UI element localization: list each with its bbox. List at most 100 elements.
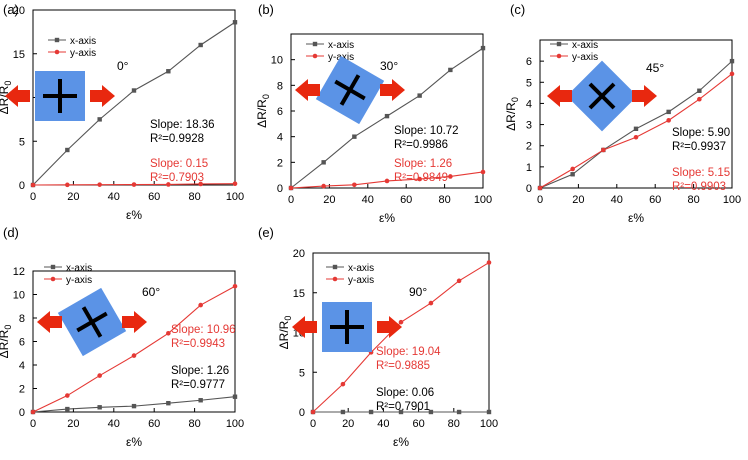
x-tick-label: 20	[67, 191, 79, 203]
data-point-y-axis	[30, 182, 36, 188]
x-tick-label: 40	[108, 191, 120, 203]
slope-annotation: Slope: 0.15	[150, 158, 208, 170]
data-point-x-axis	[321, 160, 326, 165]
y-tick-label: 2	[277, 157, 283, 169]
legend-label: y-axis	[572, 52, 598, 63]
x-tick-label: 80	[188, 191, 200, 203]
data-point-x-axis	[384, 113, 390, 119]
panel-e: (e)0 20 40 60 80 10005101520ε%ΔR/R0x-axisy-ax…	[258, 225, 498, 449]
data-point-y-axis	[65, 393, 70, 398]
y-tick-label: 3	[526, 120, 532, 132]
y-tick-label: 20	[13, 5, 25, 17]
data-point-y-axis	[428, 300, 434, 306]
legend-marker	[556, 41, 562, 47]
r2-annotation: R²=0.9849	[394, 172, 448, 184]
y-axis-label: ΔR/R0	[0, 81, 13, 115]
data-point-y-axis	[65, 182, 70, 188]
legend-label: x-axis	[70, 36, 96, 47]
x-axis-label: ε%	[379, 211, 395, 225]
legend-marker	[332, 264, 338, 270]
left-arrow-icon	[37, 311, 62, 333]
y-tick-label: 1	[526, 162, 532, 174]
legend-label: x-axis	[328, 40, 354, 51]
x-axis-label: ε%	[126, 208, 142, 222]
y-axis-label: ΔR/R0	[0, 325, 13, 359]
data-point-y-axis	[131, 353, 137, 358]
panel-a: (a)02040608010005101520ε%ΔR/R0x-axisy-ax…	[0, 2, 244, 222]
right-arrow-icon	[90, 85, 115, 107]
data-point-y-axis	[666, 118, 671, 123]
x-tick-label: 100	[226, 191, 244, 203]
y-tick-label: 0	[19, 180, 25, 192]
x-tick-label: 0	[30, 418, 36, 430]
data-point-x-axis	[417, 93, 422, 98]
x-axis-label: ε%	[393, 435, 409, 449]
y-axis-label: ΔR/R0	[255, 94, 271, 128]
y-tick-label: 15	[293, 288, 305, 300]
angle-label: 30°	[380, 59, 398, 73]
y-tick-label: 5	[19, 136, 25, 148]
data-point-x-axis	[97, 405, 102, 410]
angle-label: 90°	[409, 285, 427, 299]
strain-pad-inset	[547, 60, 657, 132]
y-tick-label: 5	[299, 367, 305, 379]
y-tick-label: 0	[299, 407, 305, 419]
slope-annotation: Slope: 1.26	[394, 158, 452, 170]
data-point-y-axis	[570, 166, 575, 172]
x-tick-label: 60	[412, 418, 424, 430]
data-point-x-axis	[729, 58, 735, 64]
cross-horizontal	[334, 79, 366, 101]
plot-frame	[539, 39, 733, 189]
data-point-x-axis	[166, 400, 171, 406]
panel-label: (e)	[258, 225, 274, 240]
legend-label: y-axis	[70, 48, 96, 59]
data-point-x-axis	[428, 409, 434, 415]
cross-horizontal	[81, 306, 103, 338]
strain-pad-inset	[292, 302, 402, 352]
r2-annotation: R²=0.9903	[672, 181, 726, 193]
cross-horizontal	[588, 82, 616, 110]
legend-label: x-axis	[66, 263, 92, 274]
x-tick-label: 60	[649, 194, 661, 206]
right-arrow-icon	[632, 85, 657, 107]
data-point-x-axis	[697, 88, 702, 93]
strain-pad-inset	[295, 55, 405, 125]
data-point-y-axis	[417, 176, 422, 182]
data-point-y-axis	[480, 169, 486, 175]
y-tick-label: 4	[19, 360, 25, 372]
y-tick-label: 10	[13, 290, 25, 302]
y-tick-label: 6	[277, 106, 283, 118]
data-point-y-axis	[537, 185, 543, 191]
sensor-pad	[566, 60, 638, 132]
x-tick-label: 40	[377, 418, 389, 430]
data-point-x-axis	[398, 409, 404, 415]
x-axis-label: ε%	[628, 211, 644, 225]
x-tick-label: 60	[400, 194, 412, 206]
r2-annotation: R²=0.9986	[394, 139, 448, 151]
y-tick-label: 2	[526, 141, 532, 153]
legend-label: x-axis	[572, 40, 598, 51]
y-tick-label: 5	[526, 77, 532, 89]
cross-horizontal	[345, 310, 349, 344]
data-point-y-axis	[601, 147, 606, 153]
y-tick-label: 0	[526, 183, 532, 195]
data-point-y-axis	[398, 319, 404, 325]
angle-label: 45°	[646, 61, 664, 75]
y-tick-label: 0	[277, 183, 283, 195]
data-point-x-axis	[232, 20, 238, 25]
data-point-x-axis	[486, 409, 492, 415]
sensor-pad	[315, 55, 385, 125]
data-point-x-axis	[232, 394, 238, 399]
data-point-x-axis	[456, 409, 462, 415]
legend-marker	[50, 264, 56, 270]
slope-annotation: Slope: 5.15	[672, 167, 730, 179]
angle-label: 60°	[142, 285, 160, 299]
y-tick-label: 6	[19, 337, 25, 349]
cross-horizontal	[43, 94, 77, 98]
y-axis-label: ΔR/R0	[504, 97, 520, 131]
legend-marker	[54, 37, 60, 43]
angle-label: 0°	[117, 59, 129, 73]
r2-annotation: R²=0.9885	[376, 360, 430, 372]
slope-annotation: Slope: 5.90	[672, 127, 730, 139]
x-tick-label: 40	[611, 194, 623, 206]
